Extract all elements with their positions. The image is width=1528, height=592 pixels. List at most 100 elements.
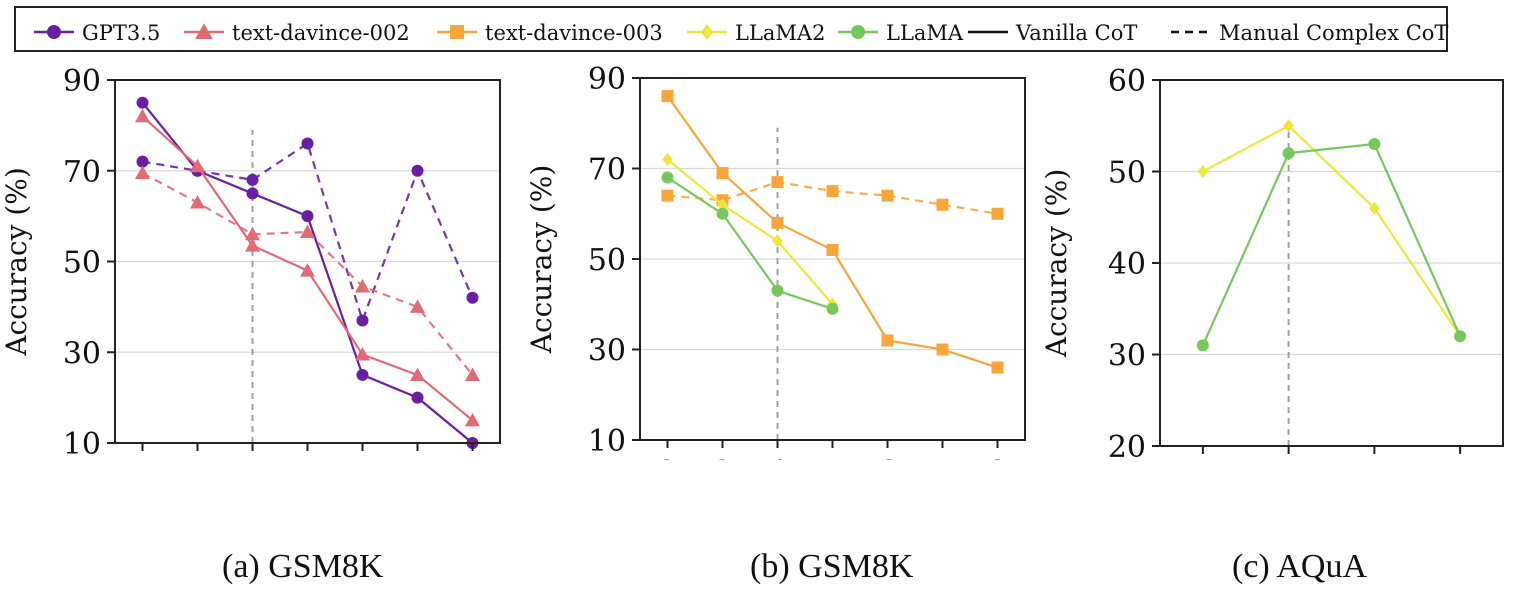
x-tick-label: 5 [823,455,842,460]
series-line-llama2-vanilla [666,158,834,305]
chart-c: 20304050602345The number of stepsAccurac… [1040,60,1520,536]
x-tick-label: 7 [408,458,427,460]
data-point-gpt3-5 [411,391,424,404]
series-line-llama2-vanilla [1202,124,1462,337]
x-tick-label: 2 [133,458,152,460]
data-point-gpt3-5 [136,96,149,109]
data-point-gpt3-5 [466,291,479,304]
data-point-text-davince-002 [465,412,480,427]
legend: GPT3.5 text-davince-002 text-davince-003 LL… [14,6,1448,52]
data-point-llama [1368,138,1381,151]
legend-marker [47,25,61,39]
data-point-text-davince-003 [991,361,1004,374]
legend-label: GPT3.5 [82,21,160,45]
legend-marker [700,24,714,40]
data-point-text-davince-003 [881,189,894,202]
data-point-gpt3-5 [301,137,314,150]
data-point-llama [716,207,729,220]
data-point-llama [826,302,839,315]
legend-entry-text-davince-002: text-davince-002 [184,21,410,45]
data-point-text-davince-003 [771,216,784,229]
data-point-gpt3-5 [136,155,149,168]
y-tick-label: 50 [1108,156,1146,191]
data-point-text-davince-002 [135,108,150,123]
data-point-llama [661,171,674,184]
data-point-gpt3-5 [356,368,369,381]
data-point-text-davince-003 [771,176,784,189]
caption-c: (c) AQuA [1232,548,1368,585]
legend-entry-gpt3-5: GPT3.5 [34,21,160,45]
data-point-text-davince-002 [245,226,260,241]
chart-b-plot: 10305070902345678The number of stepsAccu… [525,62,1026,530]
legend-graphic: GPT3.5 text-davince-002 text-davince-003 LL… [34,21,1448,45]
y-axis-label: Accuracy (%) [0,167,33,357]
legend-entry-manual-complex-cot: Manual Complex CoT [1171,21,1448,45]
y-tick-label: 20 [1108,430,1146,460]
y-tick-label: 10 [63,427,101,460]
data-point-text-davince-003 [881,334,894,347]
y-tick-label: 90 [588,62,626,97]
data-point-text-davince-003 [716,167,729,180]
data-point-text-davince-002 [300,263,315,277]
x-tick-label: 4 [243,458,262,460]
data-point-text-davince-002 [245,238,260,252]
data-point-text-davince-002 [410,367,425,381]
data-point-text-davince-002 [135,165,150,180]
y-tick-label: 90 [63,64,101,99]
x-tick-label: 2 [658,455,677,460]
data-point-gpt3-5 [356,314,369,327]
data-point-text-davince-003 [991,207,1004,220]
data-point-llama2 [1283,119,1294,133]
caption-a: (a) GSM8K [222,548,384,585]
x-tick-label: 5 [298,458,317,460]
y-tick-label: 60 [1108,64,1146,99]
y-tick-label: 10 [588,424,626,459]
data-point-llama2 [662,152,673,167]
data-point-llama2 [1197,164,1209,179]
legend-label: LLaMA [886,21,964,45]
data-point-gpt3-5 [246,187,259,200]
data-point-text-davince-003 [661,189,674,202]
legend-label: LLaMA2 [735,21,825,45]
legend-marker [450,25,464,39]
data-point-text-davince-003 [936,343,949,356]
y-tick-label: 30 [588,334,626,369]
data-point-text-davince-002 [190,158,205,173]
data-point-llama2 [1369,201,1380,215]
x-tick-label: 6 [878,455,897,460]
data-point-text-davince-003 [826,243,839,256]
data-point-text-davince-002 [300,224,315,239]
data-point-llama [771,284,784,297]
data-point-llama [1454,330,1467,343]
legend-entry-llama: LLaMA [838,21,964,45]
legend-marker [851,25,865,39]
x-tick-label: 6 [353,458,372,460]
legend-entry-llama2: LLaMA2 [687,21,825,45]
chart-a-plot: 10305070902345678The number of stepsAccu… [0,64,501,533]
series-line-llama-vanilla [666,176,833,310]
data-point-llama [1196,339,1209,352]
data-point-text-davince-002 [465,367,480,381]
data-point-llama [1282,147,1295,160]
legend-marker [195,23,213,39]
y-tick-label: 40 [1108,247,1146,282]
chart-b: 10305070902345678The number of stepsAccu… [525,60,1035,530]
legend-label: text-davince-003 [485,21,663,45]
data-point-llama2 [717,198,728,212]
legend-label: Vanilla CoT [1015,21,1137,45]
data-point-text-davince-003 [826,185,839,198]
legend-entry-vanilla-cot: Vanilla CoT [968,21,1137,45]
x-tick-label: 4 [768,455,787,460]
y-tick-label: 70 [588,153,626,188]
y-tick-label: 30 [1108,339,1146,374]
data-point-text-davince-003 [661,90,674,103]
series-line-text-davince-003-vanilla [666,95,998,369]
data-point-text-davince-002 [355,278,370,293]
y-tick-label: 70 [63,155,101,190]
legend-label: text-davince-002 [232,21,410,45]
chart-c-plot: 20304050602345The number of stepsAccurac… [1040,64,1504,536]
series-line-llama-vanilla [1201,142,1462,346]
x-tick-label: 3 [713,455,732,460]
data-point-text-davince-002 [355,347,370,361]
data-point-text-davince-003 [936,198,949,211]
